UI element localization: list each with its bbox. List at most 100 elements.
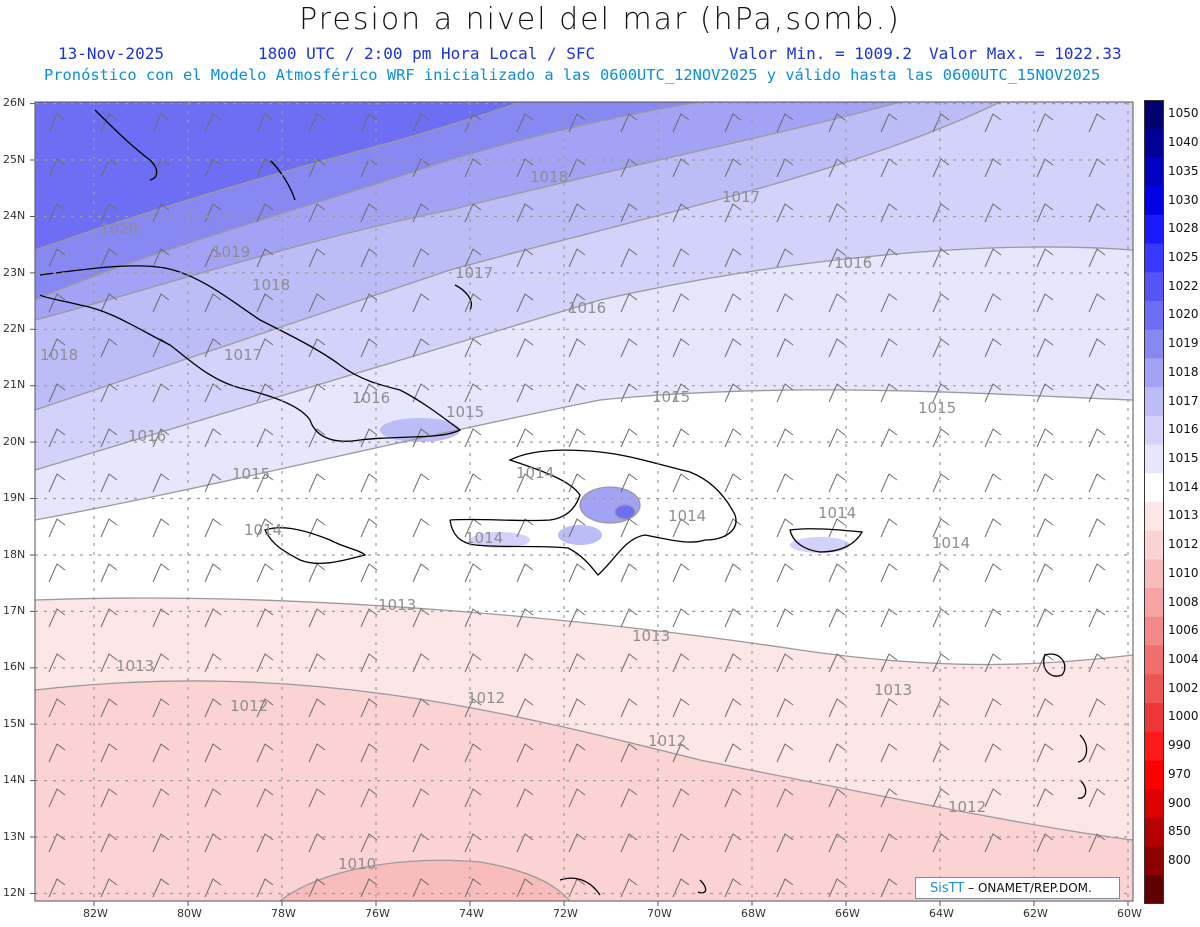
isobar-label: 1014 (932, 534, 970, 552)
isobar-label: 1018 (252, 276, 290, 294)
colorbar-label: 900 (1168, 795, 1191, 810)
colorbar-label: 1022 (1168, 278, 1199, 293)
colorbar-label: 990 (1168, 738, 1191, 753)
isobar-label: 1015 (446, 403, 484, 421)
colorbar-swatch (1144, 214, 1164, 245)
colorbar-label: 1008 (1168, 594, 1199, 609)
colorbar-swatch (1144, 530, 1164, 561)
map-title: Presion a nivel del mar (hPa,somb.) (299, 2, 901, 37)
coastlines (39, 109, 1088, 896)
colorbar-label: 1013 (1168, 508, 1199, 523)
lat-label: 21N (3, 378, 26, 391)
colorbar-label: 1030 (1168, 192, 1199, 207)
colorbar-swatch (1144, 760, 1164, 790)
colorbar-swatch (1144, 473, 1164, 503)
colorbar-label: 1014 (1168, 479, 1199, 494)
lat-label: 23N (3, 266, 26, 279)
lat-label: 18N (3, 548, 26, 561)
model-info: Pronóstico con el Modelo Atmosférico WRF… (44, 66, 1101, 84)
isobar-label: 1016 (834, 254, 872, 272)
colorbar-swatch (1144, 301, 1164, 331)
colorbar-swatch (1144, 387, 1164, 417)
lat-label: 25N (3, 153, 26, 166)
colorbar-swatch (1144, 444, 1164, 474)
lat-label: 15N (3, 717, 26, 730)
isobar-label: 1012 (467, 689, 505, 707)
wind-barbs (35, 102, 1133, 901)
colorbar-swatch (1144, 703, 1164, 733)
isobar-label: 1015 (232, 465, 270, 483)
colorbar-label: 1006 (1168, 623, 1199, 638)
colorbar-swatch (1144, 128, 1164, 159)
isobar-labels: 1020 1019 1018 1018 1018 1017 1017 1017 … (40, 168, 986, 873)
colorbar-label: 1018 (1168, 364, 1199, 379)
lat-label: 16N (3, 660, 26, 673)
tick-marks (30, 103, 1129, 906)
forecast-time: 1800 UTC / 2:00 pm Hora Local / SFC (258, 44, 596, 63)
lat-label: 13N (3, 830, 26, 843)
colorbar-swatch (1144, 875, 1164, 904)
isobar-label: 1012 (948, 798, 986, 816)
colorbar-border (1144, 100, 1164, 904)
lon-label: 62W (1023, 907, 1048, 920)
lat-label: 24N (3, 209, 26, 222)
colorbar-label: 1050 (1168, 106, 1199, 121)
isobar-label: 1017 (455, 264, 493, 282)
colorbar-swatch (1144, 329, 1164, 360)
colorbar-label: 1019 (1168, 336, 1199, 351)
lat-label: 26N (3, 96, 26, 109)
isobar-label: 1016 (568, 299, 606, 317)
isobar-label: 1014 (668, 507, 706, 525)
colorbar-label: 1015 (1168, 450, 1199, 465)
isobar-label: 1014 (818, 504, 856, 522)
isobar-label: 1014 (244, 521, 282, 539)
colorbar-swatch (1144, 100, 1164, 130)
isobar-label: 1013 (378, 596, 416, 614)
isobar-label: 1015 (918, 399, 956, 417)
colorbar-swatch (1144, 186, 1164, 216)
lon-label: 64W (929, 907, 954, 920)
colorbar-swatch (1144, 358, 1164, 388)
isobar-label: 1019 (212, 243, 250, 261)
lat-label: 20N (3, 435, 26, 448)
colorbar-label: 1000 (1168, 709, 1199, 724)
colorbar-swatch (1144, 588, 1164, 618)
colorbar-label: 1012 (1168, 537, 1199, 552)
colorbar-swatch (1144, 645, 1164, 675)
lon-label: 72W (553, 907, 578, 920)
lon-label: 82W (83, 907, 108, 920)
colorbar-swatch (1144, 415, 1164, 446)
lon-label: 76W (365, 907, 390, 920)
colorbar-label: 1017 (1168, 393, 1199, 408)
lon-label: 74W (459, 907, 484, 920)
isobar-label: 1015 (652, 388, 690, 406)
lat-label: 19N (3, 491, 26, 504)
colorbar-swatch (1144, 846, 1164, 876)
lat-label: 22N (3, 322, 26, 335)
isobar-label: 1013 (632, 627, 670, 645)
isobar-label: 1012 (230, 697, 268, 715)
credit-box: SisTT – ONAMET/REP.DOM. (915, 877, 1120, 899)
colorbar-label: 1002 (1168, 680, 1199, 695)
colorbar-label: 1025 (1168, 249, 1199, 264)
colorbar-swatch (1144, 674, 1164, 704)
isobar-label: 1013 (874, 681, 912, 699)
credit-text: – ONAMET/REP.DOM. (968, 881, 1092, 895)
colorbar-label: 970 (1168, 766, 1191, 781)
isobar-label: 1014 (465, 529, 503, 547)
lon-label: 60W (1117, 907, 1142, 920)
lon-label: 78W (271, 907, 296, 920)
isobar-label: 1012 (648, 732, 686, 750)
isobar-label: 1017 (224, 346, 262, 364)
colorbar-label: 800 (1168, 852, 1191, 867)
colorbar-swatch (1144, 157, 1164, 187)
lon-label: 80W (177, 907, 202, 920)
colorbar-label: 1020 (1168, 307, 1199, 322)
isobar-label: 1016 (352, 389, 390, 407)
lon-label: 70W (647, 907, 672, 920)
lon-label: 68W (741, 907, 766, 920)
colorbar-swatch (1144, 243, 1164, 273)
isobar-label: 1017 (722, 188, 760, 206)
isobar-label: 1018 (40, 346, 78, 364)
isobar-label: 1018 (530, 168, 568, 186)
